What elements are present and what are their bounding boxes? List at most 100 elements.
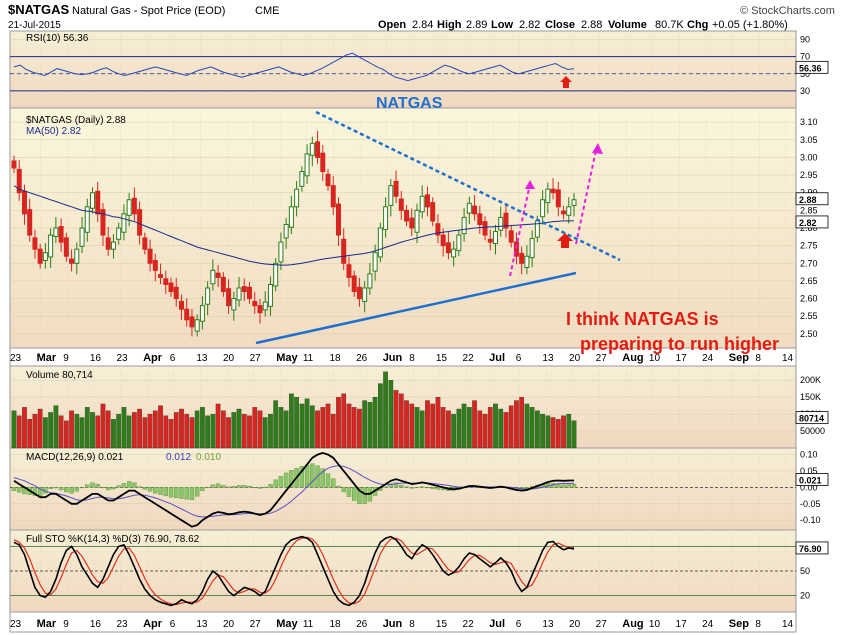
candle bbox=[320, 152, 326, 173]
macd-histogram-bar bbox=[226, 486, 231, 488]
volume-bar bbox=[278, 407, 284, 449]
volume-bar bbox=[215, 403, 221, 449]
candle bbox=[226, 288, 232, 307]
candle bbox=[147, 248, 153, 264]
candle bbox=[220, 276, 226, 293]
candle bbox=[435, 223, 441, 236]
candle bbox=[236, 287, 242, 301]
price-tick-label: 2.95 bbox=[800, 170, 818, 180]
x-tick-label-bottom: 14 bbox=[782, 619, 794, 630]
price-last-close: 2.88 bbox=[799, 195, 817, 205]
candle bbox=[555, 189, 561, 208]
candle bbox=[48, 234, 54, 258]
candle bbox=[116, 227, 122, 240]
volume-tick-label: 150K bbox=[800, 392, 821, 402]
candle bbox=[414, 209, 420, 233]
macd-histogram-bar bbox=[95, 483, 100, 488]
x-tick-label-top: 10 bbox=[649, 353, 661, 364]
candle bbox=[367, 273, 373, 289]
candle bbox=[294, 188, 300, 208]
x-tick-label-top: 13 bbox=[542, 353, 554, 364]
volume-bar bbox=[69, 410, 74, 449]
macd-last-value: 0.021 bbox=[799, 475, 822, 485]
volume-bar bbox=[315, 410, 320, 449]
comment-line-1: I think NATGAS is bbox=[566, 309, 719, 329]
volume-bar bbox=[393, 390, 399, 449]
candle bbox=[477, 213, 483, 225]
x-tick-label-top: 27 bbox=[596, 353, 608, 364]
x-tick-label-bottom: 22 bbox=[463, 619, 475, 630]
macd-histogram-bar bbox=[85, 484, 90, 488]
projection-arrow-2-icon bbox=[592, 143, 603, 154]
volume-bar bbox=[367, 402, 373, 449]
sto-k-line bbox=[13, 535, 575, 607]
copyright: © StockCharts.com bbox=[740, 5, 835, 17]
volume-bar bbox=[461, 403, 467, 449]
x-tick-label-bottom: 15 bbox=[436, 619, 448, 630]
candle bbox=[430, 202, 436, 222]
volume-bar bbox=[111, 419, 116, 449]
price-tick-label: 3.10 bbox=[800, 117, 818, 127]
candle bbox=[63, 237, 69, 257]
macd-histogram-bar bbox=[388, 483, 394, 488]
x-tick-label-bottom: 11 bbox=[303, 619, 314, 630]
volume-bar bbox=[440, 407, 446, 449]
exchange: CME bbox=[255, 5, 279, 17]
volume-bar bbox=[241, 413, 247, 449]
candle bbox=[105, 237, 111, 250]
candle bbox=[267, 283, 273, 307]
volume-bar bbox=[294, 396, 299, 449]
candle bbox=[372, 252, 378, 272]
sto-last-value-box bbox=[795, 541, 829, 555]
x-tick-label-bottom: 6 bbox=[516, 619, 522, 630]
candle bbox=[231, 298, 237, 311]
macd-histogram-bar bbox=[48, 487, 53, 489]
projection-arrow-1-icon bbox=[525, 180, 535, 189]
candle bbox=[440, 234, 446, 247]
macd-histogram-bar bbox=[11, 487, 17, 491]
candle bbox=[325, 173, 331, 187]
macd-histogram-bar bbox=[252, 487, 257, 489]
candle bbox=[69, 258, 75, 264]
macd-histogram-bar bbox=[116, 485, 121, 488]
volume-bar bbox=[283, 410, 289, 449]
macd-histogram-bar bbox=[200, 487, 205, 491]
macd-histogram-bar bbox=[289, 470, 294, 488]
candle bbox=[398, 198, 404, 211]
candle bbox=[409, 217, 415, 229]
rsi-title: RSI(10) 56.36 bbox=[26, 33, 89, 44]
candle bbox=[330, 185, 336, 208]
volume-bar bbox=[487, 407, 493, 449]
volume-bar bbox=[152, 410, 158, 449]
candle bbox=[315, 141, 321, 158]
candle bbox=[341, 238, 347, 264]
macd-histogram-bar bbox=[106, 487, 111, 491]
x-tick-label-top: May bbox=[276, 352, 298, 364]
candle bbox=[110, 241, 116, 250]
macd-histogram-bar bbox=[215, 483, 221, 488]
ma50-line bbox=[13, 185, 574, 266]
macd-histogram-bar bbox=[69, 487, 74, 494]
x-tick-label-top: Aug bbox=[622, 352, 643, 364]
volume-bar bbox=[419, 410, 425, 449]
volume-title: Volume 80,714 bbox=[26, 370, 93, 381]
volume-bar bbox=[409, 403, 415, 449]
volume-bar bbox=[535, 410, 540, 449]
x-tick-label-bottom: 26 bbox=[356, 619, 368, 630]
candle bbox=[419, 195, 425, 213]
volume-last-value-box bbox=[795, 411, 829, 425]
macd-histogram-bar bbox=[174, 487, 179, 499]
price-legend-1: $NATGAS (Daily) 2.88 bbox=[26, 115, 126, 126]
candle bbox=[503, 212, 509, 229]
candle bbox=[513, 241, 519, 257]
macd-histogram-bar bbox=[58, 487, 64, 491]
candle bbox=[424, 194, 430, 208]
volume-bar bbox=[378, 383, 383, 449]
sto-tick-label: 20 bbox=[800, 591, 810, 601]
volume-bar bbox=[451, 413, 456, 449]
candle bbox=[571, 199, 577, 206]
x-tick-label-bottom: 23 bbox=[10, 619, 22, 630]
x-tick-label-top: 20 bbox=[569, 353, 581, 364]
volume-bar bbox=[388, 380, 394, 449]
volume-bar bbox=[142, 417, 148, 449]
